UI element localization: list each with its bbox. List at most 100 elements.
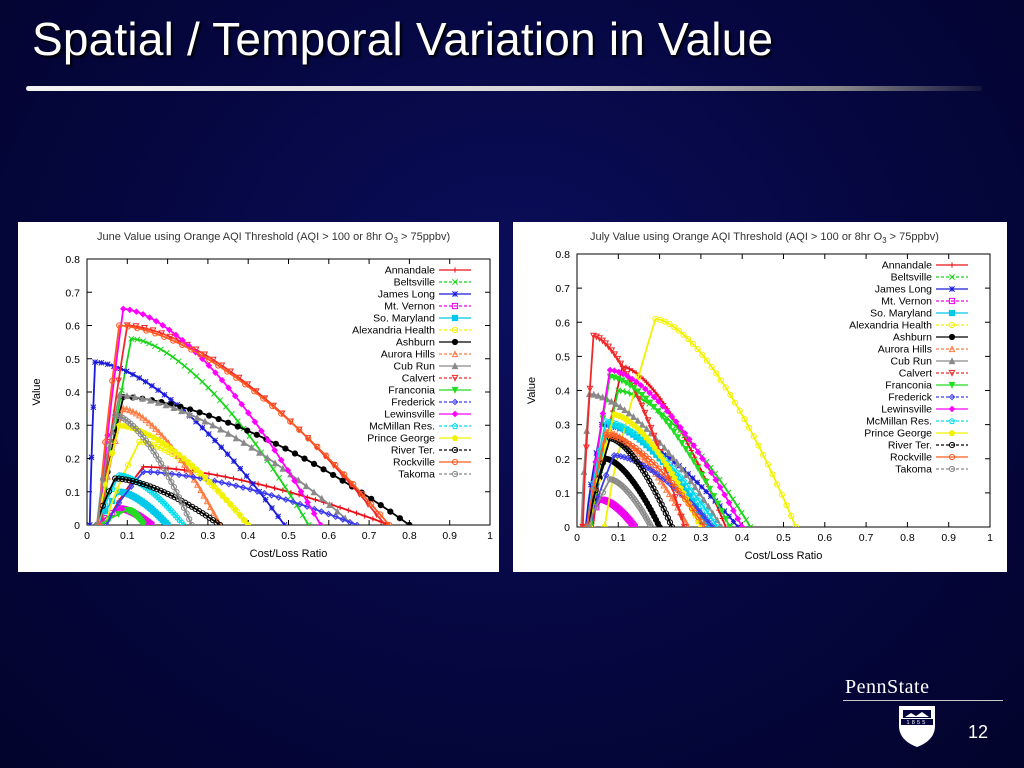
series-marker [242,381,249,388]
series-marker [948,405,956,413]
series-marker [224,429,232,437]
legend-label: Cub Run [891,356,933,368]
series-marker [216,521,224,525]
legend-item: Annandale [385,265,471,277]
series-marker [368,495,375,502]
series-marker [295,476,302,484]
series-line [97,324,390,525]
series-marker [222,403,229,410]
series-marker [212,369,219,377]
series-marker [671,474,679,482]
series-marker [281,522,288,525]
logo-year: 1855 [906,720,927,726]
series-marker [178,407,185,415]
series-marker [159,322,167,329]
chart-title: June Value using Orange AQI Threshold (A… [97,231,450,245]
legend-item: Rockville [393,457,471,469]
series-marker [225,419,232,426]
series-marker [217,397,223,404]
series-marker [594,493,602,501]
series-marker [154,443,161,450]
series-marker [695,514,702,521]
series-marker [658,413,666,420]
series-marker [210,482,217,490]
series-marker [310,510,318,517]
series-marker [270,466,277,473]
legend-item: So. Maryland [373,313,471,325]
y-tick-label: 0.1 [555,488,570,500]
series-marker [451,362,459,370]
series-marker [716,476,723,483]
legend-label: River Ter. [888,440,932,452]
series-marker [116,322,123,329]
series-marker [451,350,459,358]
series-marker [132,323,140,331]
series-marker [706,512,714,520]
series-marker [606,366,614,374]
series-marker [152,317,160,325]
series-marker [649,458,656,466]
series-marker [677,424,684,431]
series-marker [87,522,93,525]
series-marker [230,475,237,482]
series-marker [264,437,272,444]
series-marker [685,336,692,343]
series-marker [377,511,384,518]
series-marker [738,509,745,516]
chart-title-end: > 75ppbv) [887,231,939,243]
series-marker [305,522,312,525]
series-marker [140,468,147,476]
series-marker [160,465,167,472]
series-marker [665,465,673,472]
series-marker [256,448,263,456]
series-marker [655,465,662,472]
series-marker [186,516,193,523]
series-marker [199,424,206,431]
series-marker [948,345,956,353]
series-marker [176,451,183,458]
series-marker [155,428,163,436]
series-marker [148,421,156,429]
series-marker [239,477,245,483]
legend-label: Ashburn [893,332,932,344]
series-marker [245,409,252,417]
pennstate-logo: PennState 1855 [843,676,1005,748]
series-marker [682,471,690,479]
series-marker [671,459,678,466]
series-marker [611,351,619,359]
series-marker [197,351,204,358]
series-marker [609,432,616,440]
series-marker [694,465,702,472]
series-marker [648,440,655,448]
series-marker [708,363,715,370]
series-marker [209,421,217,429]
series-marker [619,370,627,378]
series-marker [206,412,213,419]
series-marker [296,500,304,508]
series-marker [741,415,748,423]
series-line [101,337,310,525]
series-marker [239,484,247,491]
series-marker [452,279,458,285]
y-tick-label: 0.6 [65,321,80,333]
legend-label: Rockville [393,457,435,469]
series-aurora-hills [97,404,222,525]
legend-label: Cub Run [394,361,436,373]
series-marker [158,460,165,467]
series-marker [201,417,209,425]
legend-item: Franconia [885,380,968,392]
series-marker [625,426,632,433]
series-marker [634,388,642,396]
legend-item: River Ter. [391,445,471,457]
series-marker [124,461,132,469]
series-marker [673,468,680,476]
series-marker [180,454,187,462]
series-marker [188,521,195,525]
series-marker [214,487,222,494]
series-marker [717,377,725,384]
series-marker [783,502,790,509]
series-marker [650,387,657,393]
x-tick-label: 0.8 [402,530,417,542]
series-marker [132,409,140,417]
series-marker [140,480,147,488]
